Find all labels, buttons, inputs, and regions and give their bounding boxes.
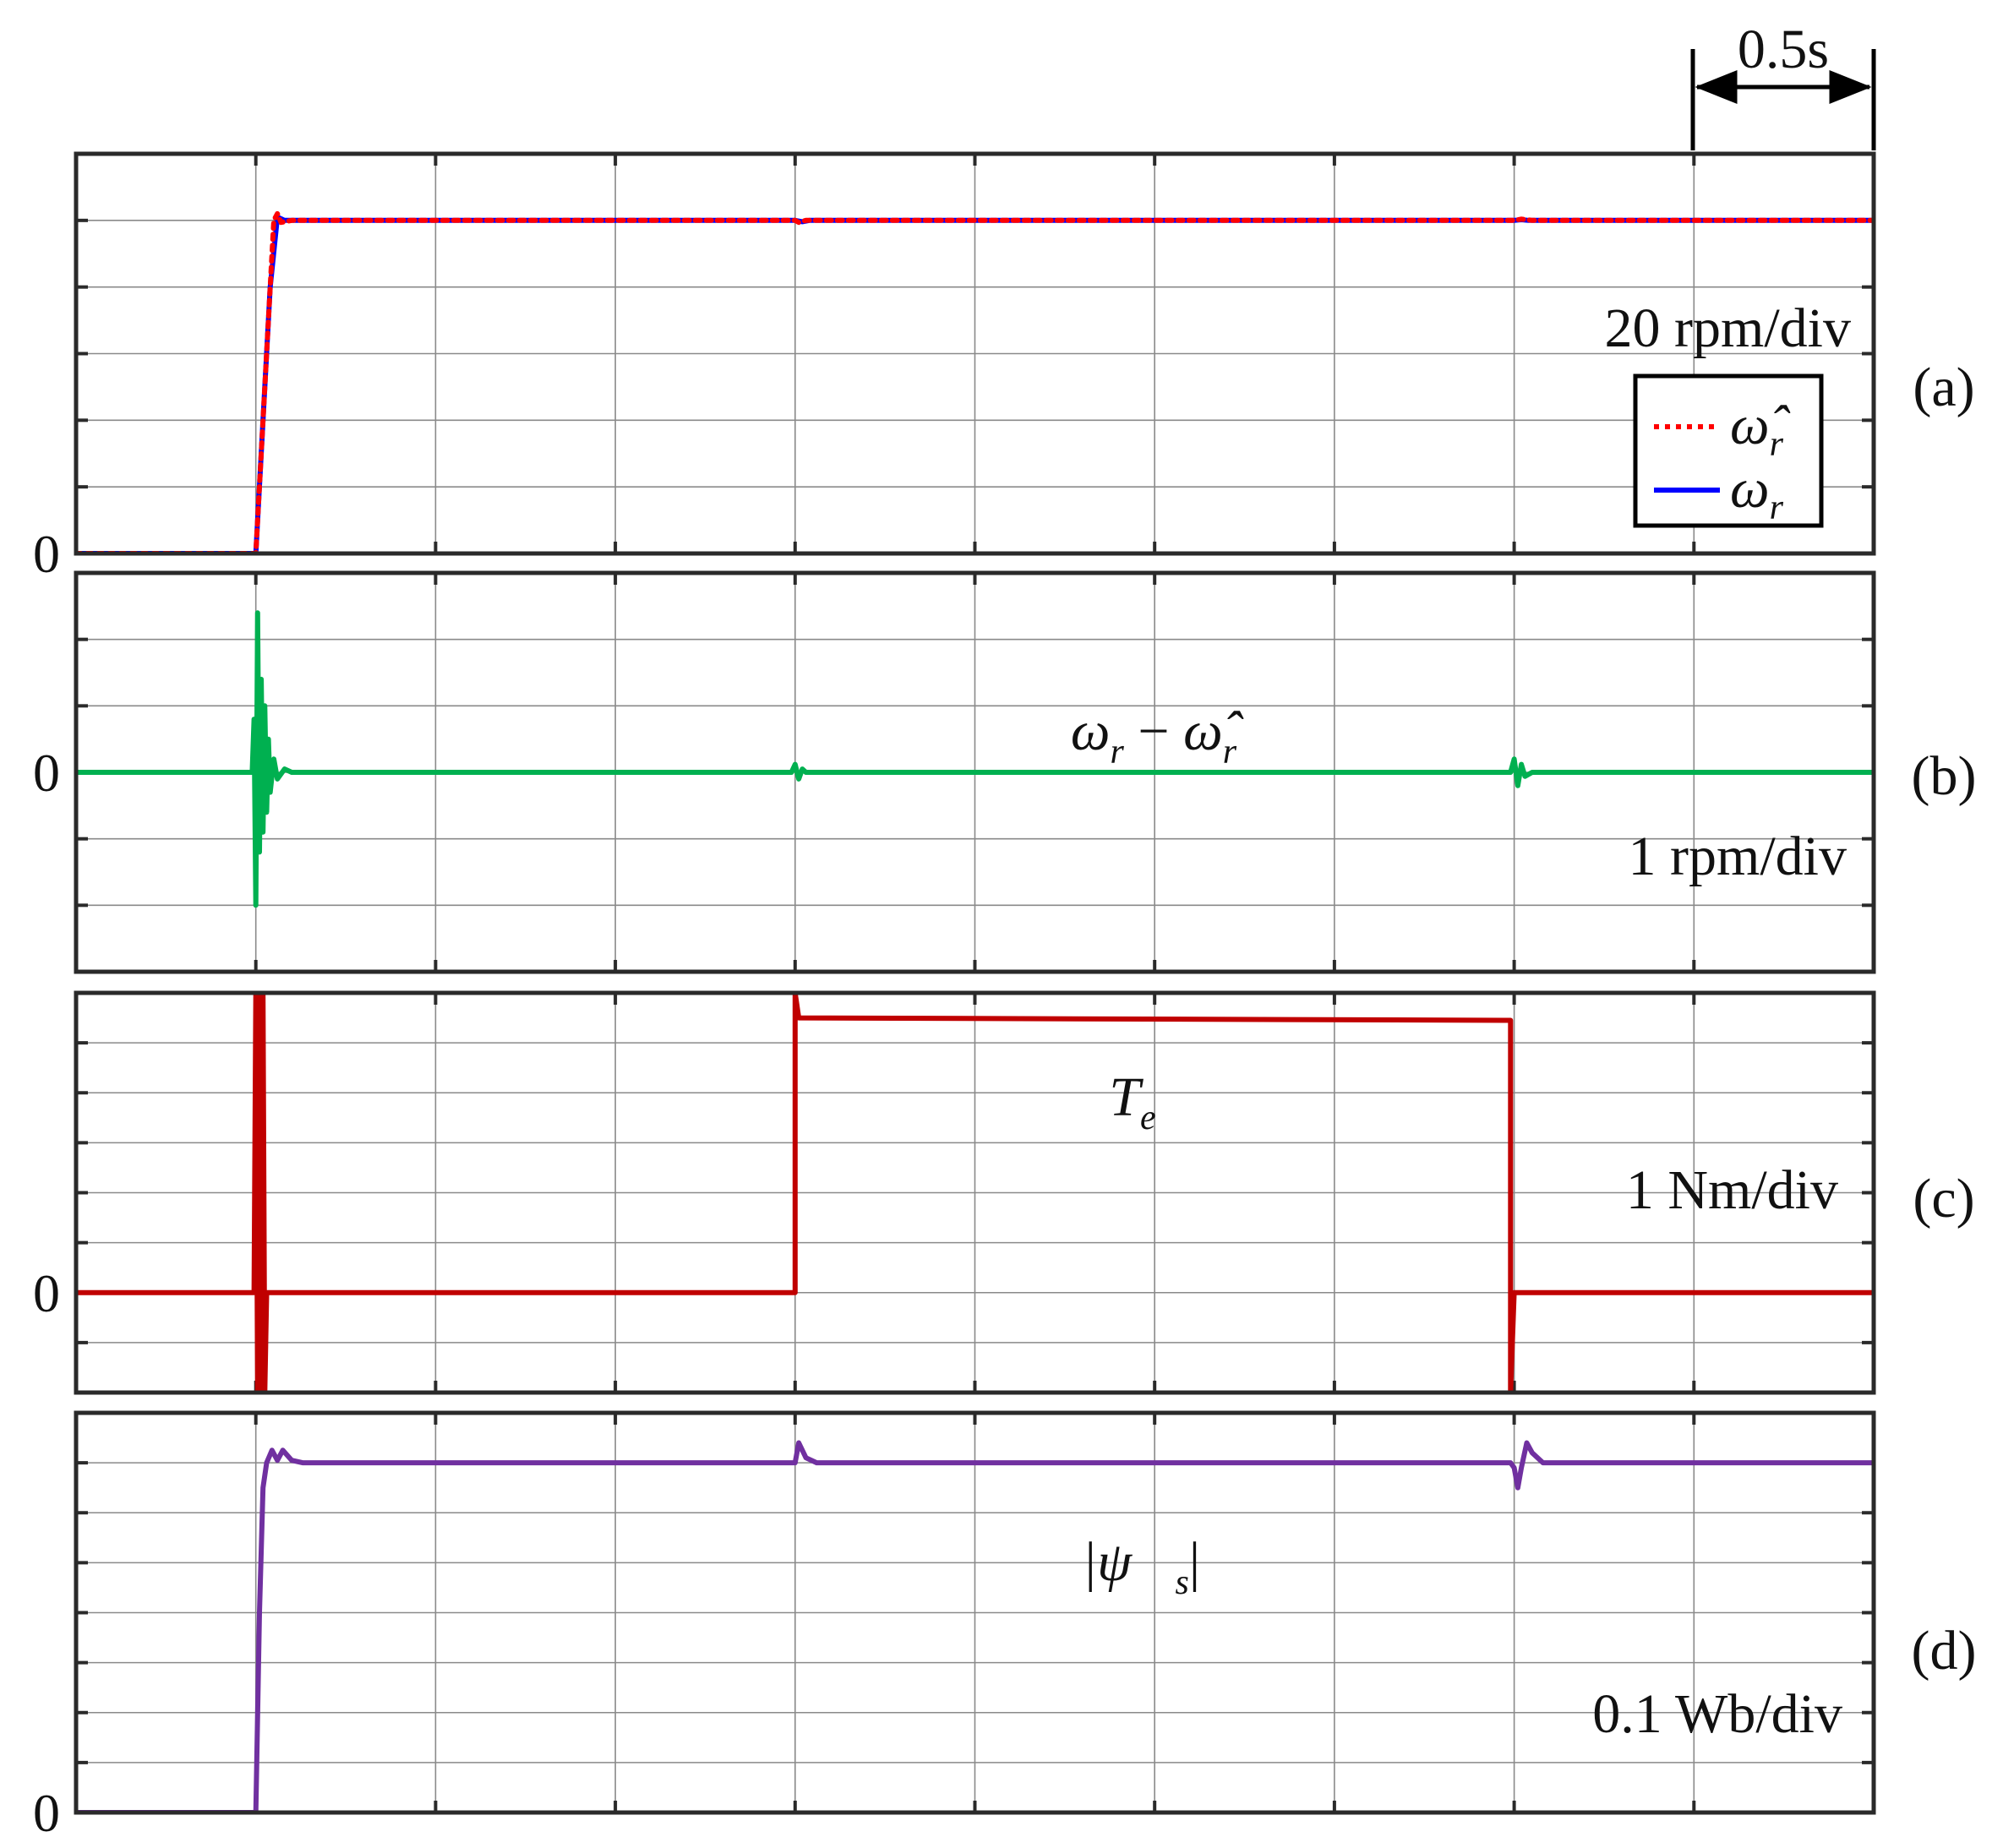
panel-label: (a) (1913, 357, 1974, 418)
panels: 0 20 rpm/div (a) ω̂rωr 0 1 rpm/div (b) ωr − ω̂r… (33, 151, 1977, 1843)
panel-d: 0 0.1 Wb/div (d) |ψ⃗s| (33, 1410, 1977, 1843)
grid (76, 993, 1874, 1393)
panel-frame (74, 1410, 1876, 1815)
series-annotation: ωr − ω̂r (1071, 700, 1244, 771)
annotation-bar: | (1189, 1531, 1200, 1593)
panel-b: 0 1 rpm/div (b) ωr − ω̂r (33, 570, 1977, 974)
series-annotation: |ψ⃗s| (1082, 1531, 1200, 1602)
time-marker-label: 0.5s (1738, 19, 1829, 80)
series-1-line (76, 993, 1874, 1393)
annotation-symbol: T (1109, 1066, 1143, 1128)
panel-c: 0 1 Nm/div (c) Te (33, 990, 1975, 1395)
annotation-symbol: ω (1071, 700, 1111, 762)
scale-label: 1 rpm/div (1629, 826, 1848, 887)
traces (76, 993, 1874, 1393)
annotation-operator: − (1124, 700, 1183, 762)
zero-label: 0 (33, 524, 60, 584)
panel-label: (b) (1912, 745, 1977, 807)
panel-label: (c) (1913, 1168, 1974, 1229)
traces (76, 610, 1874, 908)
series-1-line (76, 210, 1874, 553)
series-1-line (76, 610, 1874, 908)
scale-label: 0.1 Wb/div (1592, 1683, 1842, 1745)
scale-label: 1 Nm/div (1626, 1159, 1838, 1221)
annotation-subscript: s (1175, 1563, 1188, 1602)
grid (76, 1413, 1874, 1813)
panel-label: (d) (1912, 1620, 1977, 1682)
legend-entry-2: ωr (1730, 458, 1784, 527)
zero-label: 0 (33, 743, 60, 803)
traces (76, 210, 1874, 553)
ticks (76, 154, 1874, 553)
annotation-subscript: r (1111, 733, 1125, 771)
series-1-line (76, 1440, 1874, 1813)
panel-frame (74, 570, 1876, 974)
zero-label: 0 (33, 1263, 60, 1323)
annotation-subscript: e (1140, 1098, 1156, 1137)
traces (76, 1440, 1874, 1813)
legend: ω̂rωr (1633, 373, 1824, 528)
annotation-subscript: r (1223, 733, 1237, 771)
scale-label: 20 rpm/div (1605, 297, 1852, 359)
series-annotation: Te (1109, 1066, 1155, 1137)
zero-label: 0 (33, 1783, 60, 1843)
panel-frame (74, 990, 1876, 1395)
time-scale-marker: 0.5s (1690, 19, 1876, 150)
annotation-symbol: |ψ⃗ (1082, 1531, 1175, 1593)
panel-frame (74, 151, 1876, 556)
panel-a: 0 20 rpm/div (a) ω̂rωr (33, 151, 1975, 584)
legend-box (1633, 373, 1824, 528)
